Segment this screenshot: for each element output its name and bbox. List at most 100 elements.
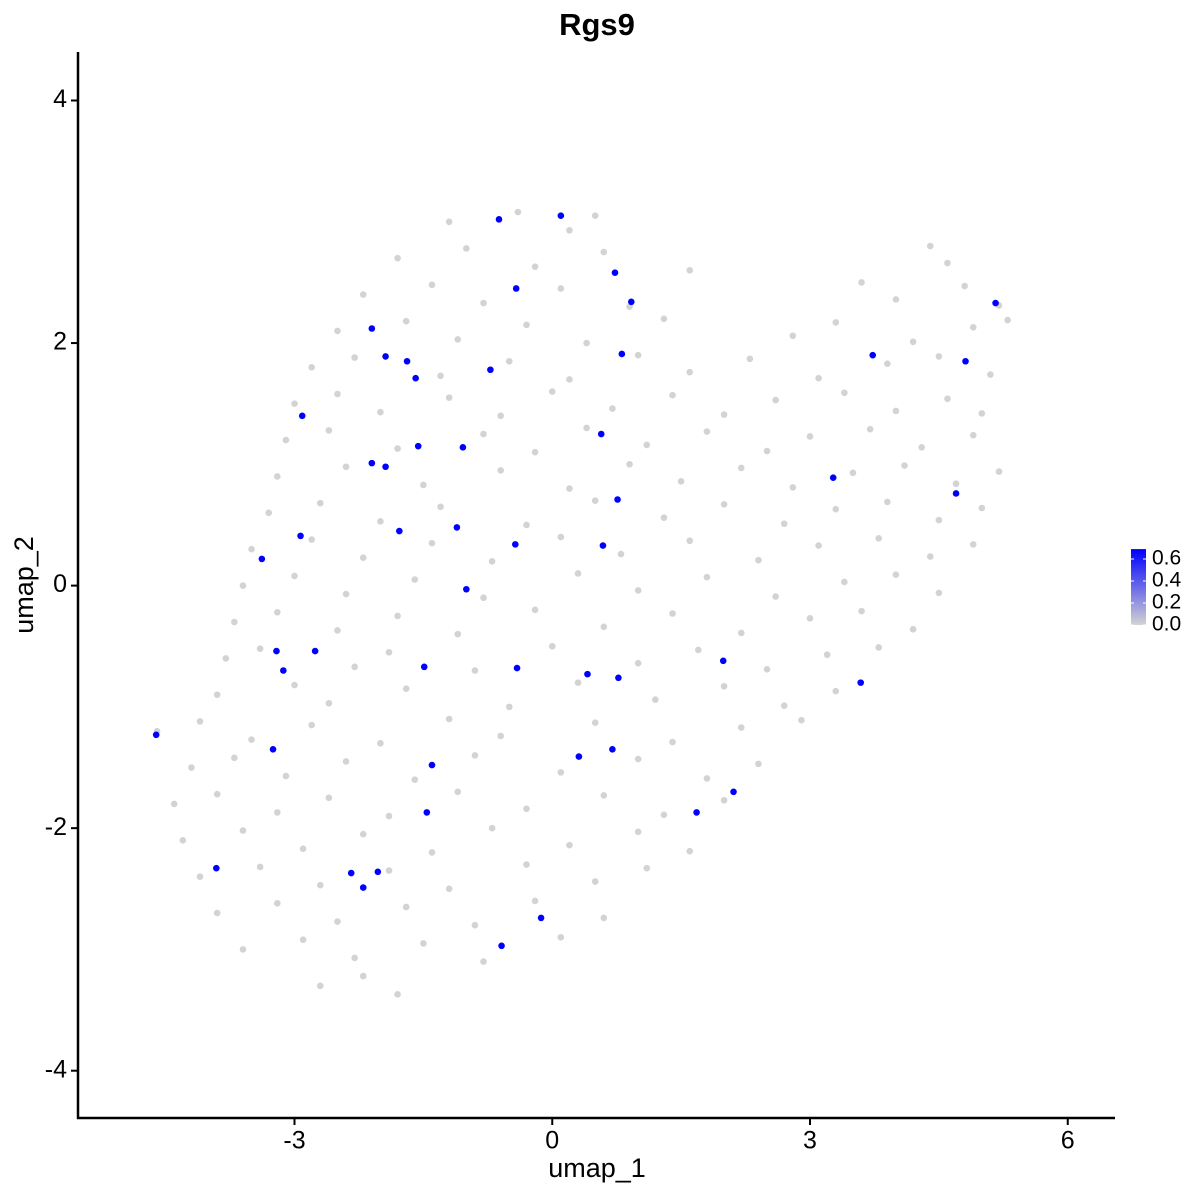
point bbox=[334, 627, 341, 634]
point bbox=[866, 425, 874, 433]
point bbox=[978, 410, 986, 417]
point bbox=[188, 764, 195, 771]
point bbox=[342, 590, 350, 598]
point bbox=[557, 212, 565, 220]
point bbox=[737, 629, 745, 637]
y-tick-label: -2 bbox=[45, 813, 67, 841]
point bbox=[566, 226, 573, 234]
point bbox=[575, 753, 583, 760]
point bbox=[961, 282, 968, 290]
point bbox=[334, 327, 341, 335]
point bbox=[600, 623, 608, 631]
point bbox=[531, 263, 539, 270]
point bbox=[935, 589, 943, 597]
point bbox=[720, 501, 728, 508]
point bbox=[402, 903, 410, 911]
x-tick-label: 3 bbox=[803, 1127, 817, 1155]
point bbox=[686, 537, 694, 545]
point bbox=[420, 481, 427, 489]
point bbox=[280, 667, 287, 674]
point bbox=[815, 374, 822, 382]
point bbox=[746, 355, 754, 363]
point bbox=[512, 285, 520, 292]
point bbox=[703, 573, 711, 581]
point bbox=[875, 535, 883, 542]
point bbox=[382, 353, 389, 360]
point bbox=[258, 555, 266, 563]
point bbox=[987, 371, 994, 378]
point bbox=[488, 558, 496, 565]
point bbox=[772, 396, 779, 404]
point bbox=[273, 647, 280, 655]
point bbox=[359, 884, 367, 891]
point bbox=[495, 216, 503, 223]
point bbox=[693, 809, 700, 816]
point bbox=[498, 942, 505, 950]
point bbox=[505, 703, 513, 711]
point bbox=[239, 946, 247, 953]
point bbox=[869, 351, 877, 359]
point bbox=[720, 682, 728, 690]
point bbox=[351, 954, 358, 962]
point bbox=[394, 254, 401, 262]
point bbox=[299, 936, 307, 944]
point bbox=[394, 991, 401, 998]
point bbox=[591, 497, 599, 505]
point bbox=[291, 681, 298, 689]
point bbox=[334, 918, 341, 925]
point bbox=[497, 467, 505, 474]
point bbox=[514, 208, 522, 216]
color-bar-label: 0.0 bbox=[1152, 613, 1181, 636]
point bbox=[248, 545, 255, 553]
color-bar-label: 0.4 bbox=[1152, 569, 1182, 592]
point bbox=[488, 824, 496, 832]
point bbox=[566, 841, 573, 849]
point bbox=[274, 473, 281, 480]
point bbox=[969, 323, 977, 331]
color-bar bbox=[1131, 549, 1146, 625]
point bbox=[763, 665, 771, 673]
point bbox=[487, 366, 494, 374]
point bbox=[523, 861, 530, 868]
point bbox=[557, 533, 565, 541]
point bbox=[213, 864, 220, 872]
point bbox=[901, 462, 908, 469]
point bbox=[892, 571, 900, 578]
point bbox=[823, 651, 831, 659]
point bbox=[884, 498, 891, 506]
point bbox=[454, 788, 462, 796]
point bbox=[411, 776, 419, 783]
point bbox=[445, 885, 453, 893]
point bbox=[299, 845, 307, 853]
point bbox=[755, 556, 762, 564]
point bbox=[377, 739, 384, 747]
point bbox=[652, 696, 659, 703]
point bbox=[213, 790, 221, 798]
point bbox=[428, 281, 436, 289]
point bbox=[420, 663, 428, 671]
point bbox=[789, 484, 797, 491]
y-tick-label: 4 bbox=[53, 85, 67, 113]
point bbox=[730, 788, 737, 796]
y-tick-label: -4 bbox=[45, 1055, 67, 1083]
color-bar-label: 0.6 bbox=[1152, 547, 1181, 570]
point bbox=[471, 752, 479, 759]
point bbox=[626, 461, 633, 468]
point bbox=[780, 702, 788, 709]
point bbox=[537, 914, 545, 922]
point bbox=[385, 867, 393, 874]
point bbox=[918, 444, 925, 451]
point bbox=[179, 836, 187, 844]
point bbox=[574, 679, 582, 686]
point bbox=[978, 504, 986, 512]
point bbox=[445, 218, 453, 226]
point bbox=[377, 518, 384, 525]
point bbox=[152, 731, 160, 739]
point bbox=[703, 775, 711, 782]
point bbox=[909, 338, 917, 346]
point bbox=[420, 940, 427, 947]
point bbox=[557, 934, 565, 941]
point bbox=[368, 325, 376, 332]
point bbox=[660, 811, 668, 819]
